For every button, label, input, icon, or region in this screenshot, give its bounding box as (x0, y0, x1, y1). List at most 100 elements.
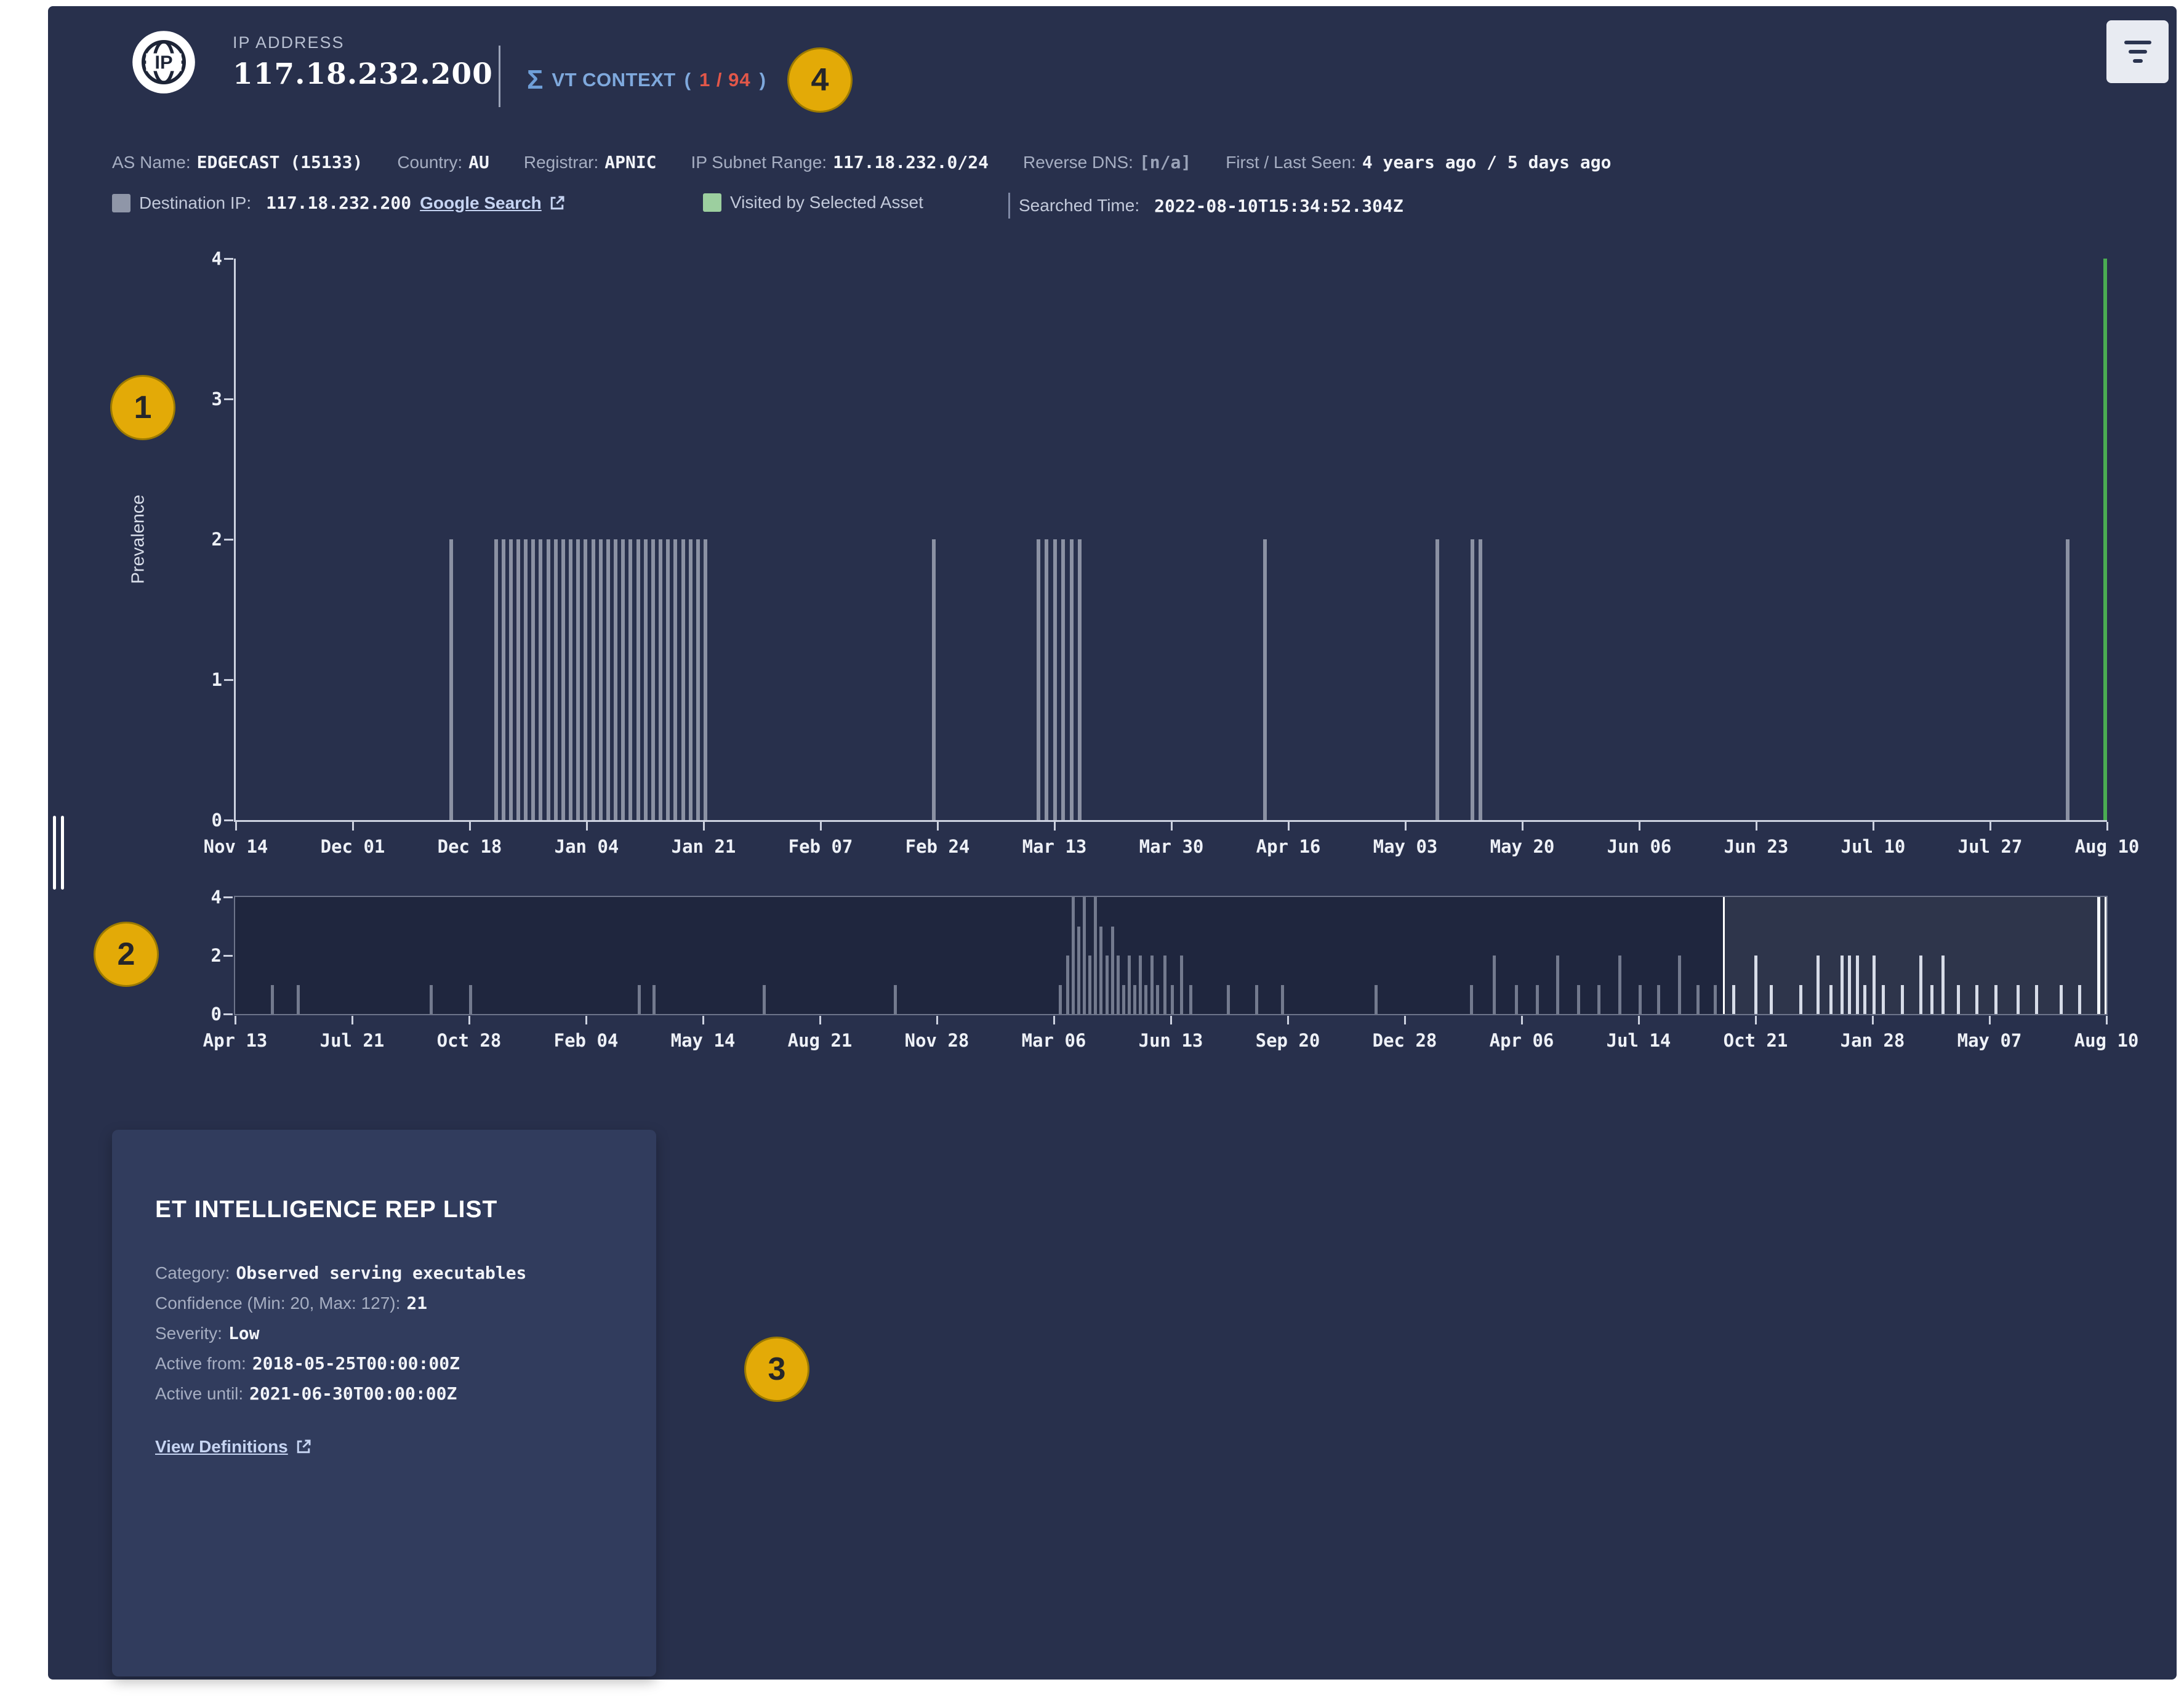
google-search-link[interactable]: Google Search (420, 193, 566, 213)
prevalence-bar[interactable] (1754, 956, 1758, 1014)
prevalence-bar[interactable] (1841, 956, 1844, 1014)
prevalence-bar[interactable] (516, 539, 520, 820)
prevalence-bar[interactable] (1116, 956, 1120, 1014)
prevalence-bar[interactable] (1155, 984, 1159, 1014)
prevalence-bar[interactable] (553, 539, 558, 820)
prevalence-bar[interactable] (1105, 956, 1109, 1014)
prevalence-bar[interactable] (1799, 984, 1803, 1014)
prevalence-bar[interactable] (449, 539, 453, 820)
prevalence-bar[interactable] (569, 539, 573, 820)
prevalence-bar[interactable] (531, 539, 536, 820)
prevalence-bar[interactable] (2097, 897, 2100, 1014)
prevalence-bar[interactable] (1163, 956, 1166, 1014)
prevalence-bar[interactable] (2060, 984, 2063, 1014)
prevalence-bar[interactable] (584, 539, 588, 820)
prevalence-bar[interactable] (524, 539, 528, 820)
prevalence-bar[interactable] (1045, 539, 1049, 820)
prevalence-bar[interactable] (430, 984, 433, 1014)
prevalence-bar[interactable] (576, 539, 580, 820)
prevalence-bar[interactable] (1556, 956, 1560, 1014)
prevalence-bar[interactable] (763, 984, 766, 1014)
prevalence-bar[interactable] (591, 539, 595, 820)
prevalence-bar[interactable] (1855, 956, 1859, 1014)
view-definitions-link[interactable]: View Definitions (155, 1437, 313, 1457)
prevalence-bar[interactable] (561, 539, 565, 820)
prevalence-bar[interactable] (1255, 984, 1258, 1014)
prevalence-bar[interactable] (1478, 539, 1482, 820)
prevalence-bar[interactable] (666, 539, 670, 820)
prevalence-bar[interactable] (1144, 984, 1148, 1014)
prevalence-bar[interactable] (539, 539, 543, 820)
prevalence-bar[interactable] (1078, 539, 1082, 820)
prevalence-bar[interactable] (469, 984, 472, 1014)
prevalence-bar[interactable] (606, 539, 610, 820)
prevalence-bar[interactable] (1535, 984, 1539, 1014)
prevalence-bar[interactable] (598, 539, 603, 820)
prevalence-bar[interactable] (1435, 539, 1439, 820)
prevalence-bar[interactable] (2078, 984, 2082, 1014)
prevalence-bar[interactable] (1150, 956, 1154, 1014)
prevalence-bar[interactable] (1128, 956, 1131, 1014)
prevalence-bar[interactable] (1515, 984, 1519, 1014)
prevalence-bar[interactable] (1069, 539, 1074, 820)
detail-plot-area[interactable]: 0 1 2 3 4 Nov 14 Dec 01 Dec 18 Jan 04 Jan 21 Feb 0… (204, 249, 2140, 857)
prevalence-bar[interactable] (1769, 984, 1773, 1014)
prevalence-bar[interactable] (1133, 984, 1137, 1014)
prevalence-bar[interactable] (2103, 259, 2107, 820)
prevalence-bar[interactable] (688, 539, 693, 820)
prevalence-bar[interactable] (1863, 984, 1866, 1014)
prevalence-bar[interactable] (1281, 984, 1285, 1014)
prevalence-bar[interactable] (1900, 984, 1904, 1014)
prevalence-bar[interactable] (1677, 956, 1681, 1014)
prevalence-bar[interactable] (1882, 984, 1885, 1014)
prevalence-bar[interactable] (1077, 926, 1080, 1014)
prevalence-bar[interactable] (628, 539, 633, 820)
prevalence-bar[interactable] (651, 539, 655, 820)
prevalence-bar[interactable] (1975, 984, 1979, 1014)
prevalence-bar[interactable] (1122, 984, 1125, 1014)
prevalence-bar[interactable] (1263, 539, 1267, 820)
prevalence-bar[interactable] (1227, 984, 1231, 1014)
prevalence-bar[interactable] (673, 539, 678, 820)
prevalence-bar[interactable] (931, 539, 936, 820)
prevalence-bar[interactable] (652, 984, 656, 1014)
prevalence-bar[interactable] (1732, 984, 1735, 1014)
prevalence-bar[interactable] (704, 539, 707, 820)
prevalence-bar[interactable] (1941, 956, 1945, 1014)
prevalence-bar[interactable] (1110, 926, 1114, 1014)
prevalence-bar[interactable] (1094, 897, 1098, 1014)
prevalence-bar[interactable] (2035, 984, 2039, 1014)
prevalence-bar[interactable] (1171, 984, 1174, 1014)
vt-context-link[interactable]: Σ VT CONTEXT (1 / 94) (527, 60, 766, 100)
prevalence-bar[interactable] (1053, 539, 1057, 820)
overview-plot-area[interactable]: 0 2 4 Apr 13 Jul 21 Oct 28 Feb 04 May 14 Aug 21 N… (203, 887, 2139, 1051)
prevalence-bar[interactable] (1061, 539, 1066, 820)
prevalence-bar[interactable] (1071, 897, 1075, 1014)
prevalence-bar[interactable] (1471, 539, 1475, 820)
prevalence-bar[interactable] (1829, 984, 1833, 1014)
prevalence-bar[interactable] (696, 539, 700, 820)
prevalence-bar[interactable] (1618, 956, 1621, 1014)
prevalence-bar[interactable] (1696, 984, 1700, 1014)
prevalence-bar[interactable] (1066, 956, 1069, 1014)
prevalence-bar[interactable] (1576, 984, 1580, 1014)
prevalence-bar[interactable] (494, 539, 498, 820)
prevalence-bar[interactable] (1816, 956, 1820, 1014)
prevalence-bar[interactable] (1189, 984, 1193, 1014)
prevalence-bar[interactable] (270, 984, 274, 1014)
prevalence-bar[interactable] (681, 539, 685, 820)
prevalence-bar[interactable] (2066, 539, 2070, 820)
prevalence-bar[interactable] (643, 539, 648, 820)
prevalence-bar[interactable] (1083, 897, 1086, 1014)
prevalence-bar[interactable] (614, 539, 618, 820)
prevalence-bar[interactable] (1492, 956, 1496, 1014)
prevalence-bar[interactable] (508, 539, 513, 820)
prevalence-bar[interactable] (659, 539, 663, 820)
prevalence-bar[interactable] (621, 539, 625, 820)
prevalence-bar[interactable] (637, 984, 641, 1014)
prevalence-bar[interactable] (2017, 984, 2020, 1014)
prevalence-bar[interactable] (1099, 926, 1103, 1014)
prevalence-bar[interactable] (1088, 956, 1092, 1014)
prevalence-bar[interactable] (1994, 984, 1997, 1014)
overview-brush-selection[interactable] (1722, 897, 2106, 1014)
